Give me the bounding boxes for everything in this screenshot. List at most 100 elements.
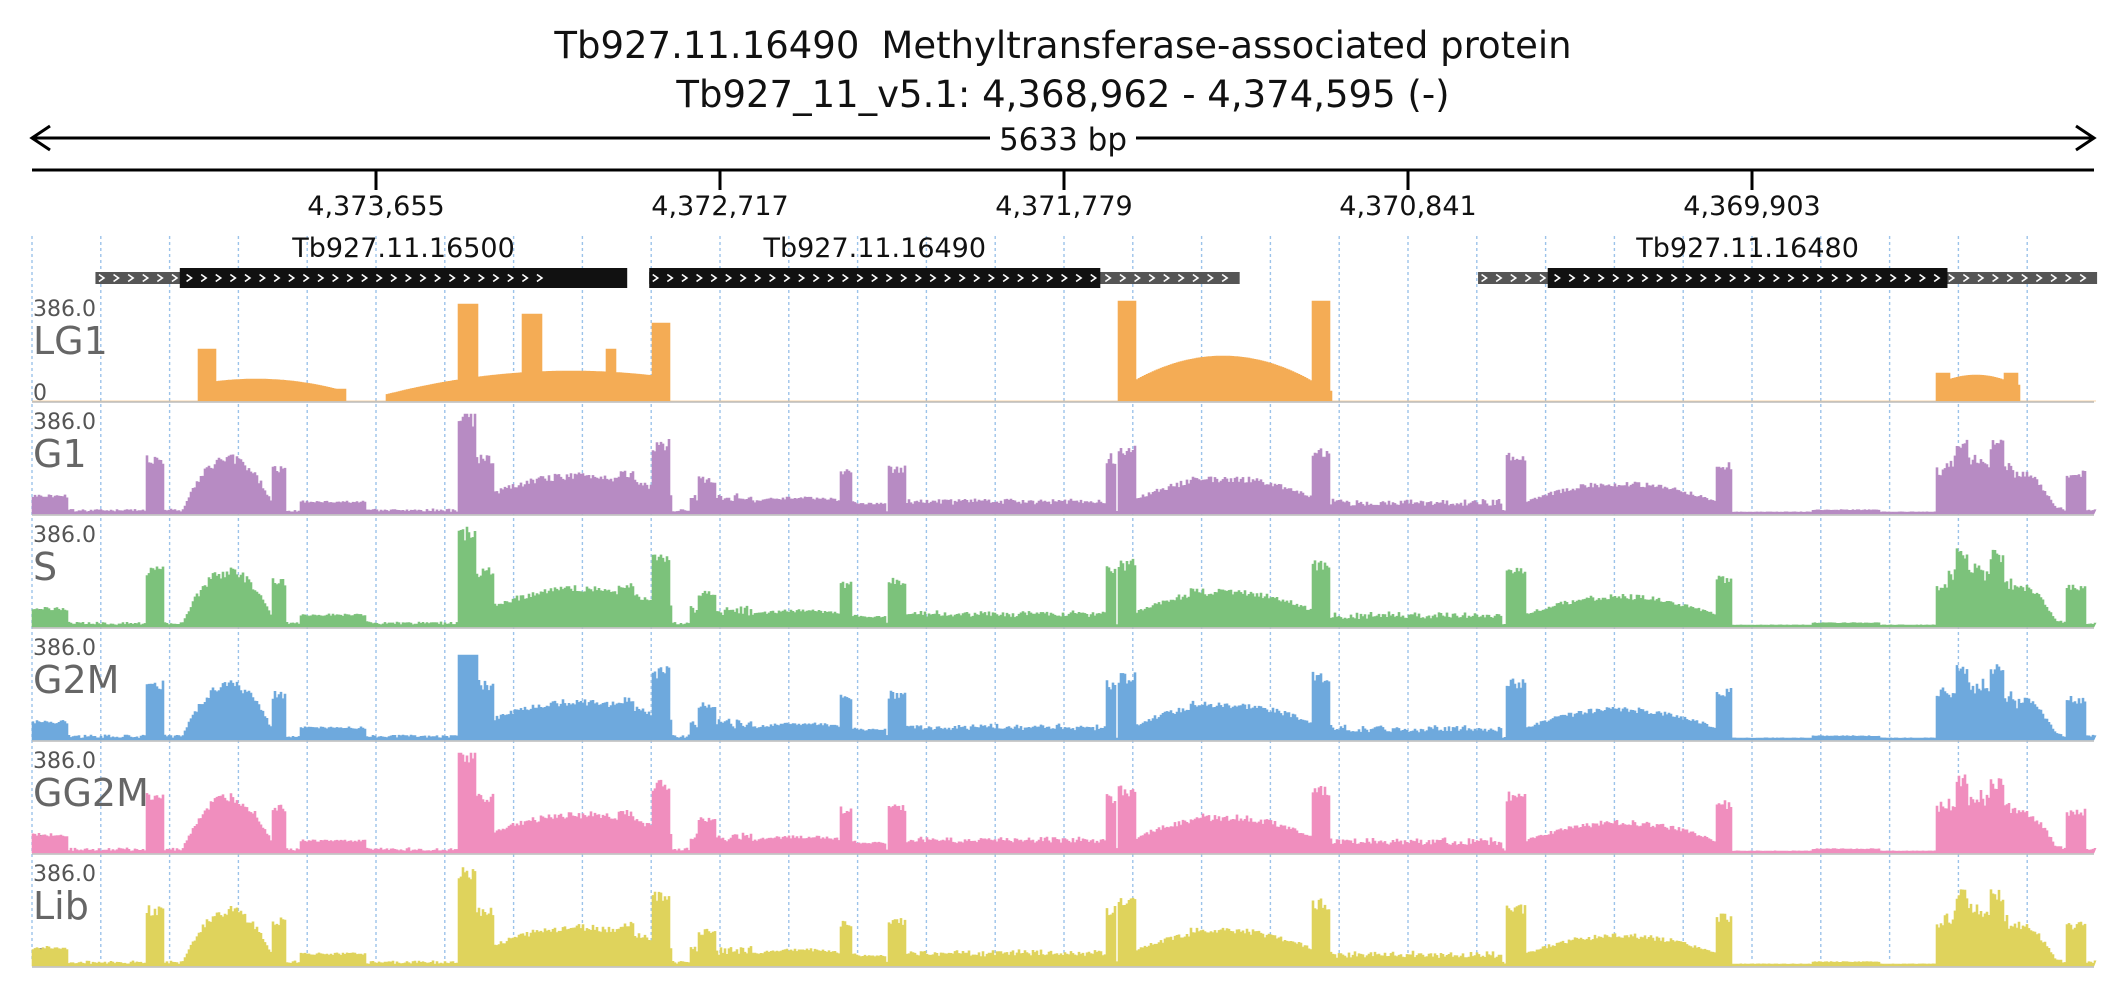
gene-label: Tb927.11.16490 xyxy=(762,233,986,264)
strand-chevron-icon xyxy=(405,273,412,283)
strand-chevron-icon xyxy=(1846,273,1853,283)
strand-chevron-icon xyxy=(434,273,442,283)
locus-label: Tb927_11_v5.1: 4,368,962 - 4,374,595 (-) xyxy=(675,73,1449,116)
coordinate-axis: 4,373,655 4,372,717 4,371,779 4,370,841 4,36… xyxy=(32,168,2094,222)
strand-chevron-icon xyxy=(346,273,354,283)
track-ymax-label: 386.0 xyxy=(33,297,96,322)
strand-chevron-icon xyxy=(156,273,164,283)
strand-chevron-icon xyxy=(1992,273,1999,283)
gene-track: Tb927.11.16500 Tb927.11.16490 Tb927.11.164… xyxy=(95,233,2098,288)
track-ymin-label: 0 xyxy=(33,381,47,406)
coverage-area xyxy=(31,752,2097,854)
strand-chevron-icon xyxy=(666,273,674,283)
track-ymax-label: 386.0 xyxy=(33,636,96,661)
strand-chevron-icon xyxy=(1104,273,1112,283)
strand-chevron-icon xyxy=(1177,273,1185,283)
strand-chevron-icon xyxy=(798,273,806,283)
strand-chevron-icon xyxy=(696,273,703,283)
strand-chevron-icon xyxy=(142,273,150,283)
axis-tick-label: 4,372,717 xyxy=(651,191,788,222)
gene-cds xyxy=(1547,268,1948,288)
strand-chevron-icon xyxy=(1962,273,1970,283)
strand-chevron-icon xyxy=(375,273,383,283)
gene-product: Methyltransferase-associated protein xyxy=(881,24,1571,67)
strand-chevron-icon xyxy=(1583,273,1591,283)
strand-chevron-icon xyxy=(1612,273,1620,283)
strand-chevron-icon xyxy=(973,273,981,283)
strand-chevron-icon xyxy=(1207,273,1214,283)
track-ymax-label: 386.0 xyxy=(33,749,96,774)
strand-chevron-icon xyxy=(783,273,791,283)
strand-chevron-icon xyxy=(988,273,995,283)
strand-chevron-icon xyxy=(929,273,937,283)
strand-chevron-icon xyxy=(463,273,471,283)
gene-cds xyxy=(649,268,1101,288)
track-name: GG2M xyxy=(33,771,149,815)
coverage-track-g2m: 386.00G2M xyxy=(31,636,2097,745)
strand-chevron-icon xyxy=(2079,273,2087,283)
strand-chevron-icon xyxy=(507,273,515,283)
coverage-track-gg2m: 386.00GG2M xyxy=(31,749,2097,858)
strand-chevron-icon xyxy=(390,273,398,283)
strand-chevron-icon xyxy=(1192,273,1200,283)
strand-chevron-icon xyxy=(200,273,208,283)
strand-chevron-icon xyxy=(244,273,252,283)
strand-chevron-icon xyxy=(1773,273,1780,283)
track-name: LG1 xyxy=(33,319,108,363)
axis-tick-label: 4,370,841 xyxy=(1339,191,1476,222)
strand-chevron-icon xyxy=(419,273,427,283)
track-name: Lib xyxy=(33,884,89,928)
strand-chevron-icon xyxy=(1860,273,1868,283)
strand-chevron-icon xyxy=(2021,273,2029,283)
gene-feature[interactable]: Tb927.11.16500 xyxy=(95,233,628,288)
strand-chevron-icon xyxy=(1714,273,1722,283)
strand-chevron-icon xyxy=(871,273,879,283)
strand-chevron-icon xyxy=(171,273,179,283)
strand-chevron-icon xyxy=(739,273,747,283)
strand-chevron-icon xyxy=(1627,273,1634,283)
strand-chevron-icon xyxy=(710,273,718,283)
strand-chevron-icon xyxy=(2050,273,2058,283)
arrow-left-icon xyxy=(29,124,51,152)
strand-chevron-icon xyxy=(1685,273,1693,283)
strand-chevron-icon xyxy=(1017,273,1025,283)
track-name: G1 xyxy=(33,432,87,476)
strand-chevron-icon xyxy=(1495,273,1503,283)
strand-chevron-icon xyxy=(332,273,339,283)
axis-tick-label: 4,371,779 xyxy=(995,191,1132,222)
strand-chevron-icon xyxy=(448,273,456,283)
strand-chevron-icon xyxy=(1656,273,1664,283)
strand-chevron-icon xyxy=(1510,273,1518,283)
gene-label: Tb927.11.16480 xyxy=(1635,233,1859,264)
gene-feature[interactable]: Tb927.11.16480 xyxy=(1478,233,2098,288)
strand-chevron-icon xyxy=(229,273,237,283)
strand-chevron-icon xyxy=(754,273,762,283)
strand-chevron-icon xyxy=(827,273,835,283)
strand-chevron-icon xyxy=(317,273,325,283)
strand-chevron-icon xyxy=(259,273,266,283)
strand-chevron-icon xyxy=(958,273,966,283)
strand-chevron-icon xyxy=(1889,273,1897,283)
strand-chevron-icon xyxy=(652,273,660,283)
strand-chevron-icon xyxy=(1090,273,1098,283)
strand-chevron-icon xyxy=(769,273,776,283)
gene-id: Tb927.11.16490 xyxy=(553,24,859,67)
coverage-track-lib: 386.00Lib xyxy=(31,862,2097,971)
axis-tick-label: 4,373,655 xyxy=(307,191,444,222)
strand-chevron-icon xyxy=(1933,273,1941,283)
strand-chevron-icon xyxy=(1061,273,1068,283)
header: Tb927.11.16490 Methyltransferase-associat… xyxy=(553,24,1571,116)
strand-chevron-icon xyxy=(478,273,485,283)
strand-chevron-icon xyxy=(1700,273,1707,283)
strand-chevron-icon xyxy=(900,273,908,283)
strand-chevron-icon xyxy=(1787,273,1795,283)
gene-feature[interactable]: Tb927.11.16490 xyxy=(649,233,1240,288)
axis-tick-label: 4,369,903 xyxy=(1683,191,1820,222)
strand-chevron-icon xyxy=(361,273,369,283)
strand-chevron-icon xyxy=(1670,273,1678,283)
strand-chevron-icon xyxy=(1481,273,1488,283)
strand-chevron-icon xyxy=(1568,273,1576,283)
strand-chevron-icon xyxy=(1046,273,1054,283)
strand-chevron-icon xyxy=(1539,273,1547,283)
